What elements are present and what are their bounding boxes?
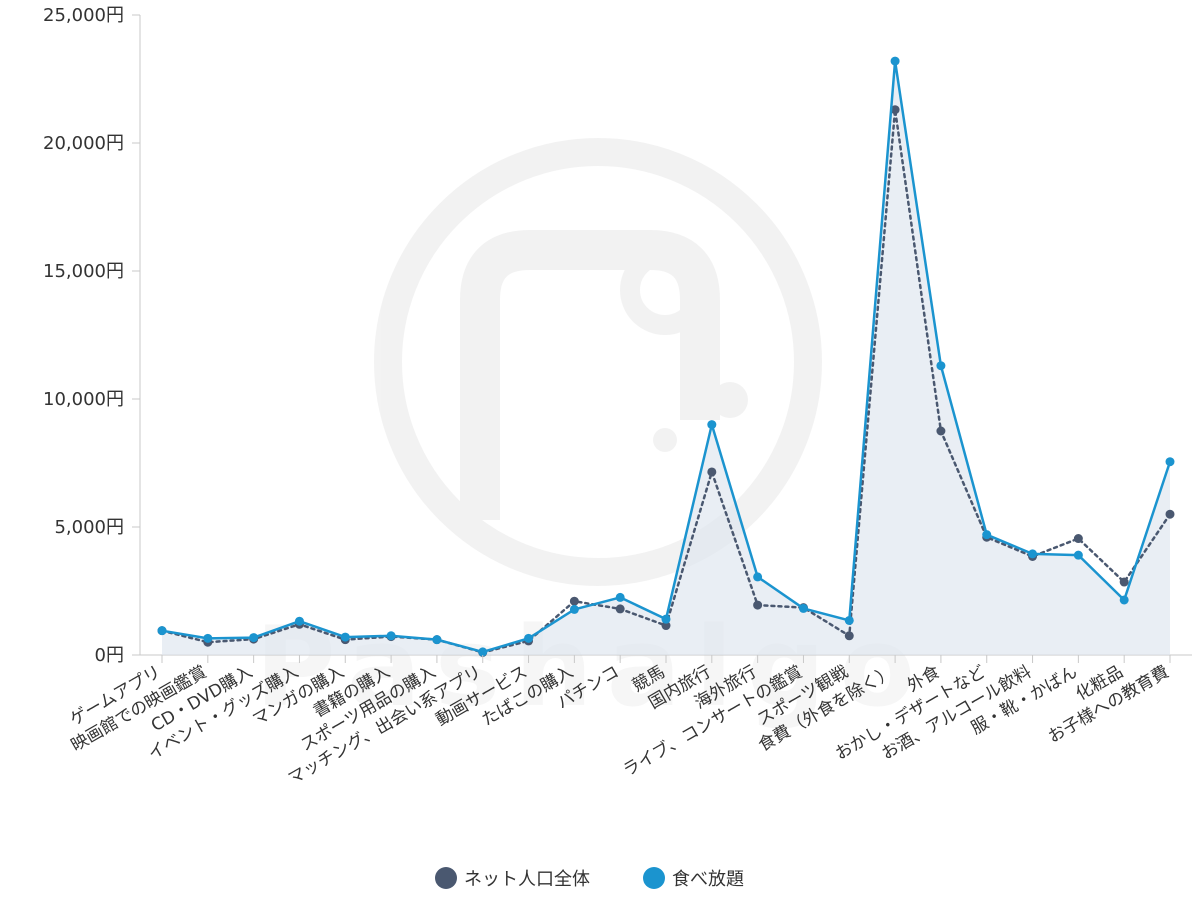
data-point[interactable]	[707, 467, 717, 477]
data-point[interactable]	[844, 631, 854, 641]
y-axis-ticks: 0円 5,000円 10,000円 15,000円 20,000円 25,000円	[43, 5, 140, 666]
data-point[interactable]	[1073, 550, 1083, 560]
data-point[interactable]	[844, 615, 854, 625]
series-layer	[157, 56, 1175, 657]
data-point[interactable]	[386, 631, 396, 641]
data-point[interactable]	[432, 635, 442, 645]
y-tick-label: 20,000円	[43, 133, 124, 154]
data-point[interactable]	[890, 56, 900, 66]
legend-label: ネット人口全体	[464, 869, 590, 890]
data-point[interactable]	[294, 616, 304, 626]
y-tick-label: 5,000円	[54, 517, 124, 538]
data-point[interactable]	[661, 614, 671, 624]
data-point[interactable]	[936, 426, 946, 436]
data-point[interactable]	[340, 632, 350, 642]
y-tick-label: 15,000円	[43, 261, 124, 282]
legend-item-1[interactable]: ネット人口全体	[435, 867, 590, 890]
data-point[interactable]	[1165, 509, 1175, 519]
data-point[interactable]	[1165, 457, 1175, 467]
data-point[interactable]	[249, 633, 259, 643]
y-tick-label: 25,000円	[43, 5, 124, 26]
legend-label: 食べ放題	[672, 869, 744, 890]
data-point[interactable]	[661, 621, 671, 631]
data-point[interactable]	[615, 604, 625, 614]
data-point[interactable]	[1119, 577, 1129, 587]
data-point[interactable]	[524, 633, 534, 643]
y-tick-label: 10,000円	[43, 389, 124, 410]
data-point[interactable]	[798, 603, 808, 613]
data-point[interactable]	[1028, 549, 1038, 559]
data-point[interactable]	[1119, 595, 1129, 605]
data-point[interactable]	[615, 592, 625, 602]
data-point[interactable]	[890, 105, 900, 115]
y-tick-label: 0円	[95, 645, 124, 666]
data-point[interactable]	[569, 604, 579, 614]
data-point[interactable]	[936, 361, 946, 371]
data-point[interactable]	[707, 420, 717, 430]
data-point[interactable]	[753, 572, 763, 582]
data-point[interactable]	[203, 633, 213, 643]
area-fill-layer	[162, 61, 1170, 655]
legend-marker	[435, 867, 457, 889]
data-point[interactable]	[157, 626, 167, 636]
data-point[interactable]	[982, 530, 992, 540]
legend-item-2[interactable]: 食べ放題	[643, 867, 744, 890]
watermark-logo	[374, 138, 822, 586]
data-point[interactable]	[569, 596, 579, 606]
legend-marker	[643, 867, 665, 889]
data-point[interactable]	[478, 647, 488, 657]
data-point[interactable]	[1073, 534, 1083, 544]
data-point[interactable]	[753, 600, 763, 610]
legend: ネット人口全体 食べ放題	[435, 867, 744, 890]
area-fill	[162, 61, 1170, 655]
series-2	[157, 56, 1175, 657]
